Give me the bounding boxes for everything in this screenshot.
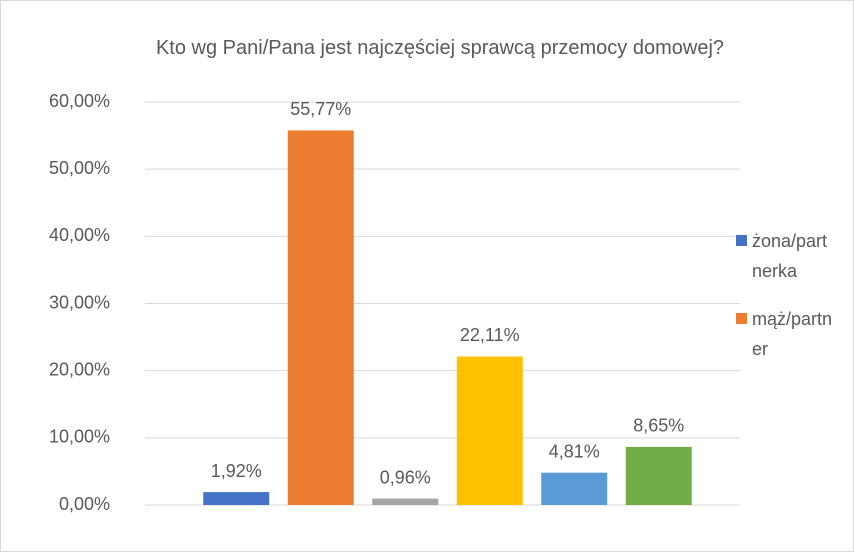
- legend-label: żona/partnerka: [752, 231, 828, 281]
- bar: [287, 130, 354, 505]
- y-tick-label: 30,00%: [49, 292, 110, 312]
- y-tick-label: 0,00%: [59, 494, 110, 514]
- y-tick-label: 20,00%: [49, 359, 110, 379]
- bar: [456, 356, 523, 505]
- data-label: 0,96%: [380, 467, 431, 487]
- y-tick-label: 40,00%: [49, 225, 110, 245]
- bar: [625, 446, 692, 505]
- legend-swatch: [736, 235, 747, 246]
- bar: [541, 472, 608, 505]
- data-label: 22,11%: [460, 325, 520, 345]
- legend-swatch: [736, 313, 747, 324]
- data-label: 8,65%: [633, 416, 684, 436]
- y-tick-label: 60,00%: [49, 91, 110, 111]
- y-tick-label: 10,00%: [49, 427, 110, 447]
- data-label: 55,77%: [290, 99, 351, 119]
- legend-label: mąż/partner: [752, 309, 833, 359]
- bar: [203, 492, 270, 505]
- data-label: 1,92%: [211, 461, 262, 481]
- data-label: 4,81%: [549, 441, 600, 461]
- chart-title: Kto wg Pani/Pana jest najczęściej sprawc…: [155, 37, 725, 59]
- y-tick-label: 50,00%: [49, 158, 110, 178]
- bar: [372, 498, 439, 505]
